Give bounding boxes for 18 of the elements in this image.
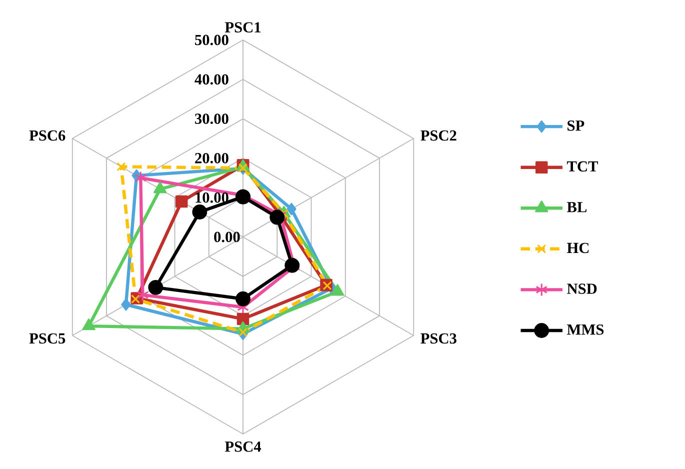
legend-label: HC <box>567 242 589 254</box>
y-tick-label: 10.00 <box>196 192 228 203</box>
y-tick-label: 0.00 <box>214 232 240 242</box>
y-tick-label: 20.00 <box>195 153 228 164</box>
legend-label: MMS <box>567 324 604 335</box>
legend-label: BL <box>566 202 587 212</box>
spoke-label: PSC4 <box>224 442 262 452</box>
y-tick-label: 40.00 <box>194 74 228 85</box>
legend-label: NSD <box>567 284 597 294</box>
y-tick-label: 30.00 <box>195 114 228 124</box>
y-tick-label: 50.00 <box>195 34 228 46</box>
spoke-label: PSC5 <box>29 333 66 344</box>
legend-label: SP <box>568 120 584 131</box>
spoke-label: PSC2 <box>420 130 456 141</box>
spoke-label: PSC6 <box>29 130 66 141</box>
legend-label: TCT <box>566 161 598 172</box>
spoke-label: PSC1 <box>224 22 261 32</box>
spoke-label: PSC3 <box>420 333 456 344</box>
